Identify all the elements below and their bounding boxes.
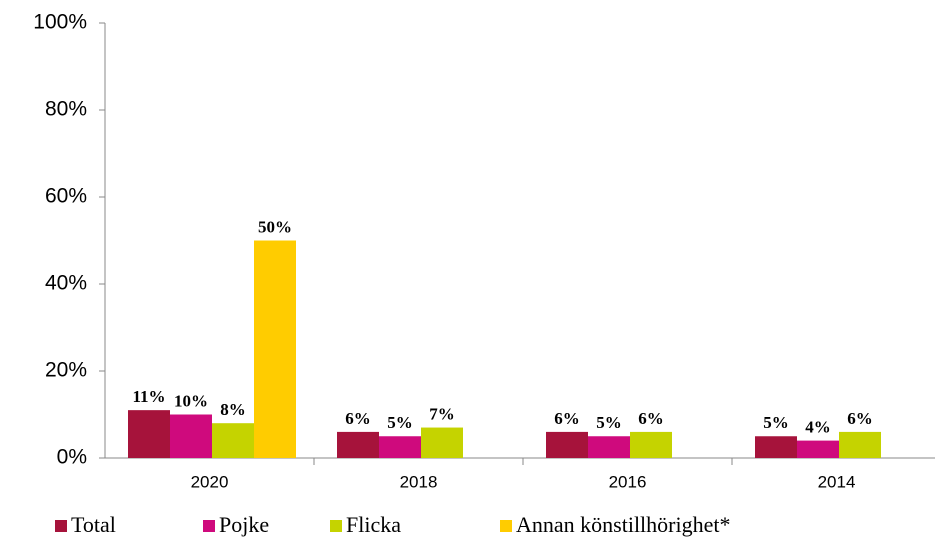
value-label: 6% [554,409,580,428]
bar [254,240,296,458]
legend-swatch [500,520,512,532]
y-tick-label: 80% [45,98,87,121]
value-label: 6% [345,409,371,428]
x-tick-label: 2020 [191,472,229,491]
legend-swatch [203,520,215,532]
bar [546,431,588,458]
bar [630,431,672,458]
value-label: 10% [174,391,208,410]
legend-label: Flicka [346,512,401,537]
value-label: 50% [258,217,292,236]
value-label: 4% [805,418,831,437]
x-tick-label: 2016 [609,472,647,491]
legend-label: Total [71,512,116,537]
bar [379,436,421,458]
y-tick-label: 0% [57,446,87,469]
x-tick-label: 2018 [400,472,438,491]
y-tick-label: 100% [33,11,87,34]
bar [421,427,463,458]
bar [839,431,881,458]
bar [337,431,379,458]
value-label: 5% [387,413,413,432]
bar [128,410,170,458]
x-tick-label: 2014 [818,472,856,491]
value-label: 5% [596,413,622,432]
y-tick-label: 20% [45,359,87,382]
value-label: 6% [638,409,664,428]
legend-swatch [330,520,342,532]
bar [170,414,212,458]
value-label: 6% [847,409,873,428]
bar [755,436,797,458]
value-label: 8% [220,400,246,419]
value-label: 11% [132,387,165,406]
value-label: 7% [429,404,455,423]
y-tick-label: 40% [45,272,87,295]
legend-label: Annan könstillhörighet* [516,512,730,537]
bar [212,423,254,458]
y-tick-label: 60% [45,185,87,208]
bar [797,440,839,458]
legend-label: Pojke [219,512,269,537]
bar [588,436,630,458]
legend-swatch [55,520,67,532]
value-label: 5% [763,413,789,432]
